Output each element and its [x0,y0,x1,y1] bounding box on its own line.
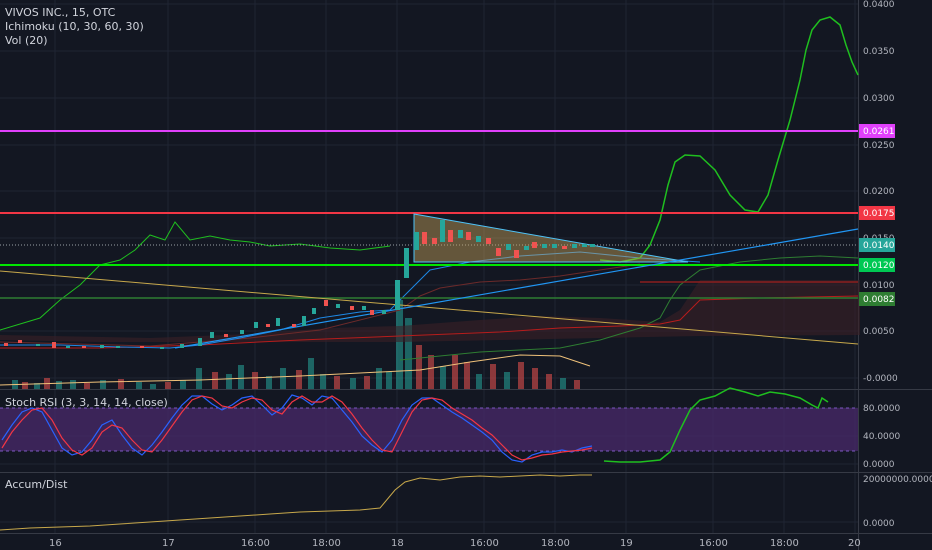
svg-text:0.0140: 0.0140 [863,241,895,251]
stoch-projected-green [603,387,829,463]
svg-text:0.0261: 0.0261 [863,127,895,137]
svg-text:0.0120: 0.0120 [863,261,895,271]
svg-text:40.0000: 40.0000 [863,432,900,442]
ichimoku-leading-green [599,16,859,263]
stoch-axis: 80.0000 40.0000 0.0000 [863,404,900,470]
svg-text:80.0000: 80.0000 [863,404,900,414]
stoch-band [0,408,858,451]
svg-text:0.0300: 0.0300 [863,94,895,104]
svg-text:17: 17 [162,538,175,549]
accum-dist-label[interactable]: Accum/Dist [5,478,68,491]
svg-text:16:00: 16:00 [241,538,270,549]
ichimoku-base [0,251,701,349]
svg-text:0.0082: 0.0082 [863,295,895,305]
stoch-d-line [1,395,593,461]
svg-text:20000000.0000: 20000000.0000 [863,475,932,485]
svg-text:16:00: 16:00 [699,538,728,549]
svg-text:16: 16 [49,538,62,549]
svg-text:0.0350: 0.0350 [863,47,895,57]
price-tag-dark-green: 0.0082 [859,292,895,306]
svg-text:0.0250: 0.0250 [863,141,895,151]
price-axis: 0.0400 0.0350 0.0300 0.0250 0.0200 0.015… [863,0,898,384]
ichimoku-cloud [0,280,860,342]
svg-text:0.0175: 0.0175 [863,209,895,219]
svg-text:0.0000: 0.0000 [863,519,895,529]
ichimoku-lagging-line [0,221,391,331]
time-axis: 16 17 16:00 18:00 18 16:00 18:00 19 16:0… [49,538,861,549]
svg-text:0.0100: 0.0100 [863,281,895,291]
trendline-blue [174,228,859,349]
stoch-rsi-label[interactable]: Stoch RSI (3, 3, 14, 14, close) [5,396,168,409]
legend-ichimoku[interactable]: Ichimoku (10, 30, 60, 30) [5,20,144,33]
ichimoku-span-a [399,255,859,361]
svg-text:0.0050: 0.0050 [863,327,895,337]
svg-text:0.0400: 0.0400 [863,0,895,10]
svg-text:18:00: 18:00 [312,538,341,549]
stoch-k-line [1,394,593,463]
price-tag-green: 0.0120 [859,258,895,272]
svg-text:16:00: 16:00 [470,538,499,549]
svg-text:18:00: 18:00 [770,538,799,549]
price-candles [4,220,595,349]
accum-axis: 20000000.0000 0.0000 [863,475,932,529]
price-tag-red: 0.0175 [859,206,895,220]
svg-text:-0.0000: -0.0000 [863,374,898,384]
grid [0,0,858,533]
legend-volume[interactable]: Vol (20) [5,34,48,47]
svg-text:18: 18 [391,538,404,549]
legend-symbol[interactable]: VIVOS INC., 15, OTC [5,6,116,19]
svg-text:0.0200: 0.0200 [863,187,895,197]
chart-legend: VIVOS INC., 15, OTC Ichimoku (10, 30, 60… [5,6,144,48]
accum-dist-line [0,474,592,531]
svg-text:19: 19 [620,538,633,549]
svg-text:0.0000: 0.0000 [863,460,895,470]
price-tag-magenta: 0.0261 [859,124,895,138]
price-tag-last: 0.0140 [859,238,895,252]
svg-text:18:00: 18:00 [541,538,570,549]
svg-text:20: 20 [848,538,861,549]
trendline-yellow [0,270,859,345]
volume-bars [12,300,580,389]
volume-ma-line [0,354,591,386]
